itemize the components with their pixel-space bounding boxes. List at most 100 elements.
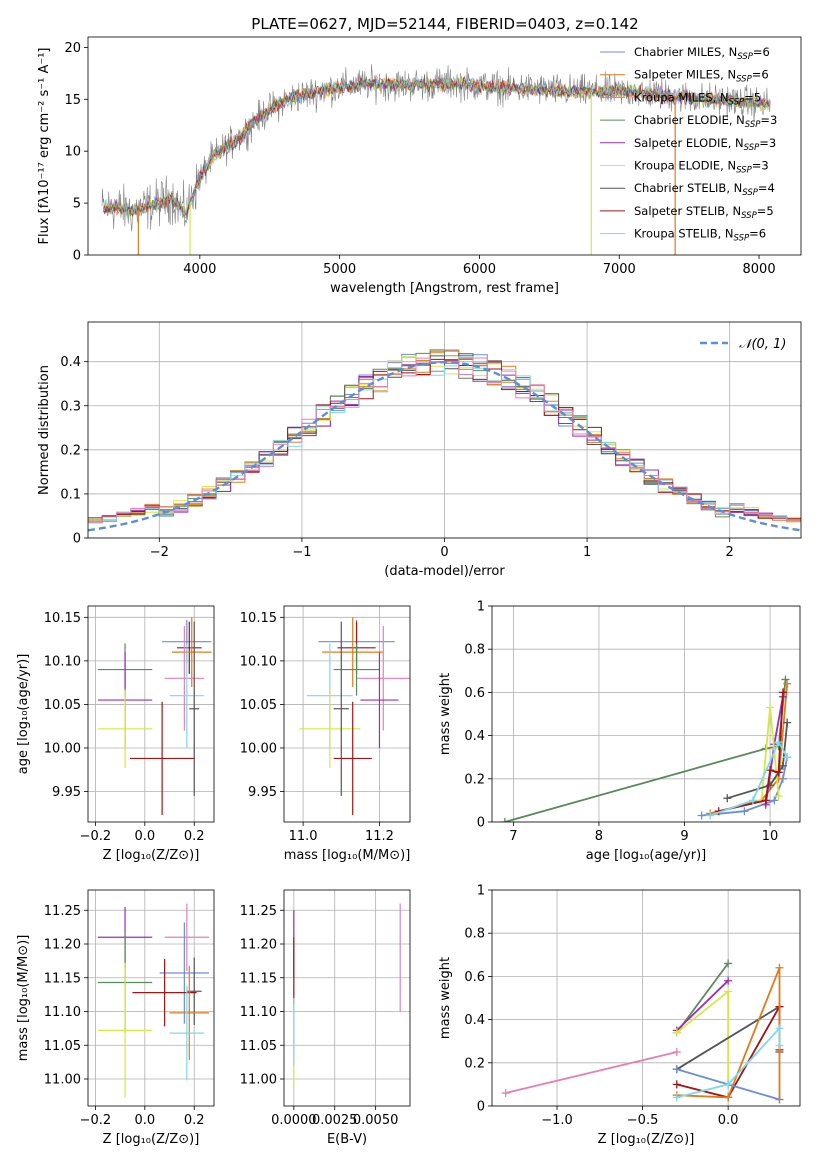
age_vs_mass-plot-area — [284, 606, 410, 822]
plus-marker — [672, 1093, 681, 1102]
errorbar-point — [360, 652, 399, 748]
y-tick-label: 10.05 — [44, 698, 81, 713]
x-tick-label: −1.0 — [541, 1113, 573, 1128]
weight_vs_Z-frame — [491, 889, 801, 1107]
y-tick-label: 0.8 — [464, 643, 485, 658]
plus-marker — [724, 959, 733, 968]
legend-entry: Kroupa ELODIE, NSSP=3 — [634, 159, 769, 176]
y-tick-label: 11.10 — [44, 1005, 81, 1020]
y-tick-label: 0.2 — [464, 772, 485, 787]
mass_vs_ebv-frame — [283, 889, 411, 1107]
plus-marker — [724, 1093, 733, 1102]
y-tick-label: 11.15 — [240, 971, 277, 986]
y-tick-label: 1 — [477, 884, 485, 899]
plus-marker — [672, 1080, 681, 1089]
y-tick-label: 11.25 — [44, 904, 81, 919]
y-tick-label: 9.95 — [248, 785, 277, 800]
plus-marker — [775, 1024, 784, 1033]
x-tick-label: −1 — [292, 545, 311, 560]
x-axis-label: Z [log₁₀(Z/Z⊙)] — [103, 848, 200, 863]
y-tick-label: 0.3 — [60, 399, 81, 414]
plus-marker — [723, 794, 732, 803]
plus-marker — [774, 792, 783, 801]
histogram-step — [88, 349, 801, 521]
spectrum-axes: 4000 5000 6000 7000 8000 0 5 10 15 20 wavelength [… — [37, 36, 802, 296]
x-tick-label: 10 — [762, 829, 779, 844]
y-axis-label: mass [log₁₀(M/M⊙)] — [16, 935, 31, 1062]
y-tick-label: 0.6 — [464, 970, 485, 985]
plus-marker — [740, 807, 749, 816]
errorbar-point — [333, 701, 372, 816]
legend-entry: Salpeter STELIB, NSSP=5 — [634, 204, 774, 221]
weight_vs_age-axes: 7 8 9 10 0 0.2 0.4 0.6 0.8 1 age [log₁₀(age/yr)] ma… — [438, 600, 801, 863]
errorbar-point — [130, 701, 195, 816]
y-tick-label: 0.4 — [60, 355, 81, 370]
plus-marker — [672, 1028, 681, 1037]
errorbar-point — [169, 965, 210, 1061]
plus-marker — [761, 796, 770, 805]
y-tick-label: 0.2 — [464, 1056, 485, 1071]
y-tick-label: 5 — [73, 197, 81, 212]
x-tick-label: −2 — [150, 545, 169, 560]
plus-marker — [766, 703, 775, 712]
x-tick-label: 0.0025 — [312, 1113, 358, 1128]
y-tick-label: 11.15 — [44, 971, 81, 986]
y-tick-label: 10.15 — [240, 611, 277, 626]
mass_vs_Z-frame — [87, 889, 215, 1107]
y-tick-label: 11.00 — [240, 1073, 277, 1088]
weight_vs_age-plot-area — [492, 606, 800, 822]
y-axis-label: Flux [fλ10⁻¹⁷ erg cm⁻² s⁻¹ A⁻¹] — [37, 48, 52, 245]
y-tick-label: 0 — [477, 816, 485, 831]
x-tick-label: 9 — [680, 829, 688, 844]
plus-marker — [766, 766, 775, 775]
y-tick-label: 11.05 — [240, 1039, 277, 1054]
y-tick-label: 0 — [73, 249, 81, 264]
errorbar-point — [172, 617, 212, 687]
x-tick-label: 0 — [440, 545, 448, 560]
x-tick-label: 0.2 — [184, 1113, 205, 1128]
y-tick-label: 0.4 — [464, 1013, 485, 1028]
plus-marker — [781, 675, 790, 684]
x-tick-label: 0.0 — [718, 1113, 739, 1128]
plus-marker — [775, 963, 784, 972]
plus-marker — [778, 688, 787, 697]
x-tick-label: 2 — [726, 545, 734, 560]
model-spectrum-line — [103, 75, 770, 219]
x-tick-label: 0.0050 — [353, 1113, 399, 1128]
x-tick-label: −0.2 — [80, 829, 112, 844]
plus-marker — [672, 1048, 681, 1056]
y-axis-label: age [log₁₀(age/yr)] — [16, 654, 31, 775]
errorbar-point — [169, 985, 205, 1081]
age_vs_Z-axes: −0.2 0.0 0.2 9.95 10.00 10.05 10.10 10.15 Z [log… — [16, 605, 215, 863]
errorbar-point — [322, 617, 384, 687]
y-tick-label: 11.00 — [44, 1073, 81, 1088]
y-tick-label: 11.25 — [240, 904, 277, 919]
mass_vs_ebv-plot-area — [284, 890, 410, 1106]
y-tick-label: 15 — [64, 93, 81, 108]
x-tick-label: 7000 — [603, 262, 636, 277]
x-tick-label: 0.0000 — [271, 1113, 317, 1128]
x-axis-label: Z [log₁₀(Z/Z⊙)] — [598, 1132, 695, 1147]
errorbar-point — [189, 621, 200, 796]
x-tick-label: 0.0 — [134, 1113, 155, 1128]
y-tick-label: 10.05 — [240, 698, 277, 713]
plus-marker — [672, 1065, 681, 1074]
plus-marker — [724, 1080, 733, 1089]
model-spectrum-line — [103, 77, 770, 217]
legend-entry: Chabrier STELIB, NSSP=4 — [634, 181, 775, 198]
spectrum-frame — [87, 36, 802, 256]
spectrum-legend: Chabrier MILES, NSSP=6 Salpeter MILES, NS… — [600, 45, 777, 244]
y-axis-label: mass weight — [438, 957, 453, 1039]
x-tick-label: 11.0 — [289, 829, 318, 844]
legend-entry: Chabrier ELODIE, NSSP=3 — [634, 113, 777, 130]
y-tick-label: 10.00 — [44, 741, 81, 756]
x-tick-label: 4000 — [183, 262, 216, 277]
errorbar-point — [176, 621, 202, 674]
x-axis-label: age [log₁₀(age/yr)] — [586, 848, 707, 863]
age_vs_Z-frame — [87, 605, 215, 823]
age_vs_mass-frame — [283, 605, 411, 823]
histogram-step — [88, 358, 801, 524]
y-axis-label: mass weight — [438, 673, 453, 755]
